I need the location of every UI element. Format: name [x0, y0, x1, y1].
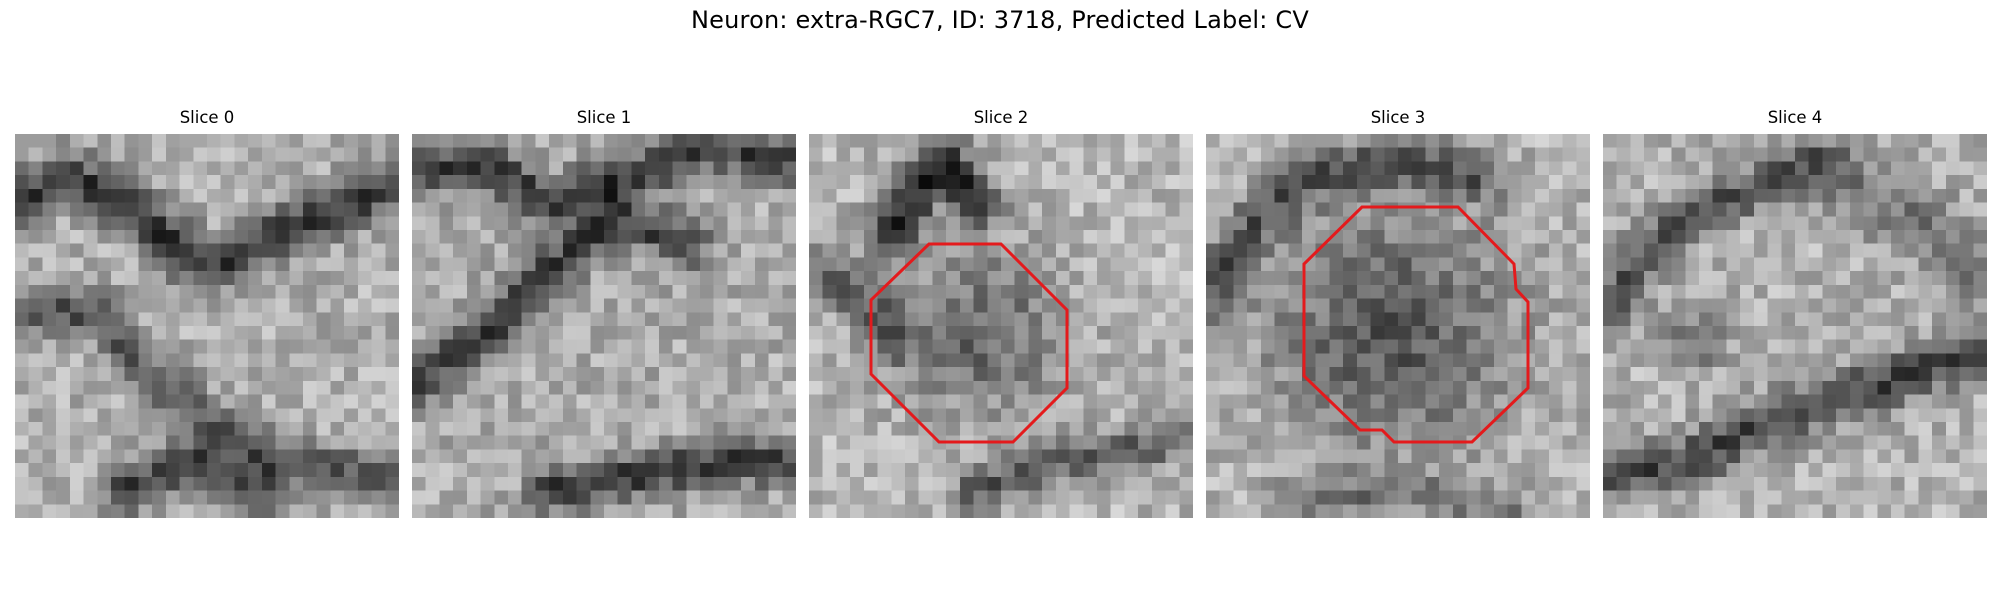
- grayscale-texture: [809, 134, 1193, 518]
- contour-overlay: [869, 242, 1069, 444]
- slice-title: Slice 2: [973, 108, 1029, 127]
- slice-title: Slice 1: [576, 108, 632, 127]
- figure-title: Neuron: extra-RGC7, ID: 3718, Predicted …: [691, 6, 1309, 34]
- slice-title: Slice 4: [1767, 108, 1823, 127]
- cell-contour: [1302, 205, 1530, 444]
- grayscale-texture: [1603, 134, 1987, 518]
- grayscale-texture: [1206, 134, 1590, 518]
- slice-image: [15, 134, 399, 518]
- grayscale-texture: [15, 134, 399, 518]
- slice-image: [1206, 134, 1590, 518]
- slice-image: [809, 134, 1193, 518]
- slice-title: Slice 0: [179, 108, 235, 127]
- grayscale-texture: [412, 134, 796, 518]
- slice-image: [412, 134, 796, 518]
- slice-image: [1603, 134, 1987, 518]
- contour-overlay: [1302, 205, 1530, 444]
- slice-title: Slice 3: [1370, 108, 1426, 127]
- cell-contour: [869, 242, 1069, 444]
